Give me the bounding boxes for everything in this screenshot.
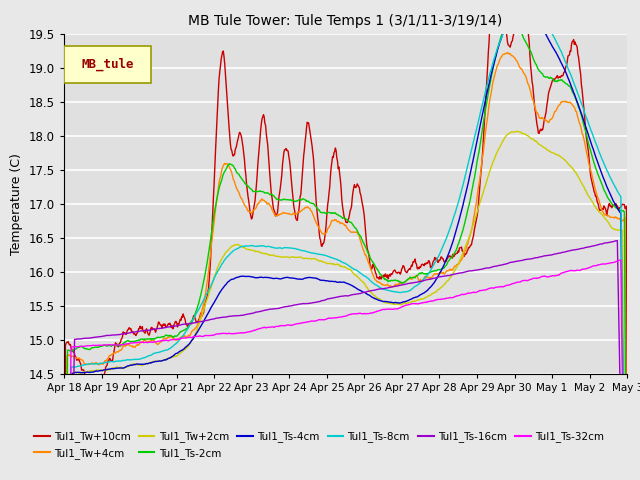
Legend: Tul1_Tw+10cm, Tul1_Tw+4cm, Tul1_Tw+2cm, Tul1_Ts-2cm, Tul1_Ts-4cm, Tul1_Ts-8cm, T: Tul1_Tw+10cm, Tul1_Tw+4cm, Tul1_Tw+2cm, … [30, 427, 608, 463]
Title: MB Tule Tower: Tule Temps 1 (3/1/11-3/19/14): MB Tule Tower: Tule Temps 1 (3/1/11-3/19… [188, 14, 503, 28]
FancyBboxPatch shape [64, 46, 151, 83]
Y-axis label: Temperature (C): Temperature (C) [10, 153, 23, 255]
Text: MB_tule: MB_tule [82, 58, 134, 71]
